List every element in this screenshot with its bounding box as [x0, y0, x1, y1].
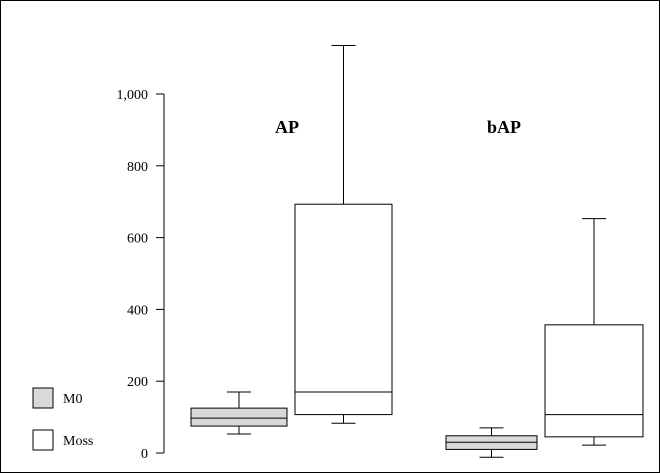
legend-swatch-M0	[32, 387, 54, 409]
box-AP-Moss	[294, 45, 393, 424]
y-tick-label: 1,000	[117, 88, 149, 103]
y-axis: 0 200 400 600 800 1,000	[117, 88, 165, 462]
legend-swatch-Moss	[32, 429, 54, 451]
box-iqr	[190, 407, 288, 427]
group-label-AP: AP	[275, 117, 299, 137]
y-tick-label: 0	[141, 447, 148, 462]
box-bAP-Moss	[544, 218, 644, 446]
y-tick-label: 400	[127, 303, 148, 318]
legend-label-Moss: Moss	[63, 434, 93, 449]
group-label-bAP: bAP	[487, 117, 521, 137]
legend: M0 Moss	[32, 387, 93, 451]
box-iqr	[294, 203, 393, 416]
legend-label-M0: M0	[63, 392, 82, 407]
y-tick-label: 600	[127, 232, 148, 247]
box-layer	[190, 45, 644, 458]
box-iqr	[544, 324, 644, 438]
y-tick-label: 800	[127, 160, 148, 175]
group-labels: AP bAP	[275, 117, 521, 137]
y-tick-label: 200	[127, 375, 148, 390]
box-AP-M0	[190, 391, 288, 435]
box-bAP-M0	[445, 427, 538, 458]
